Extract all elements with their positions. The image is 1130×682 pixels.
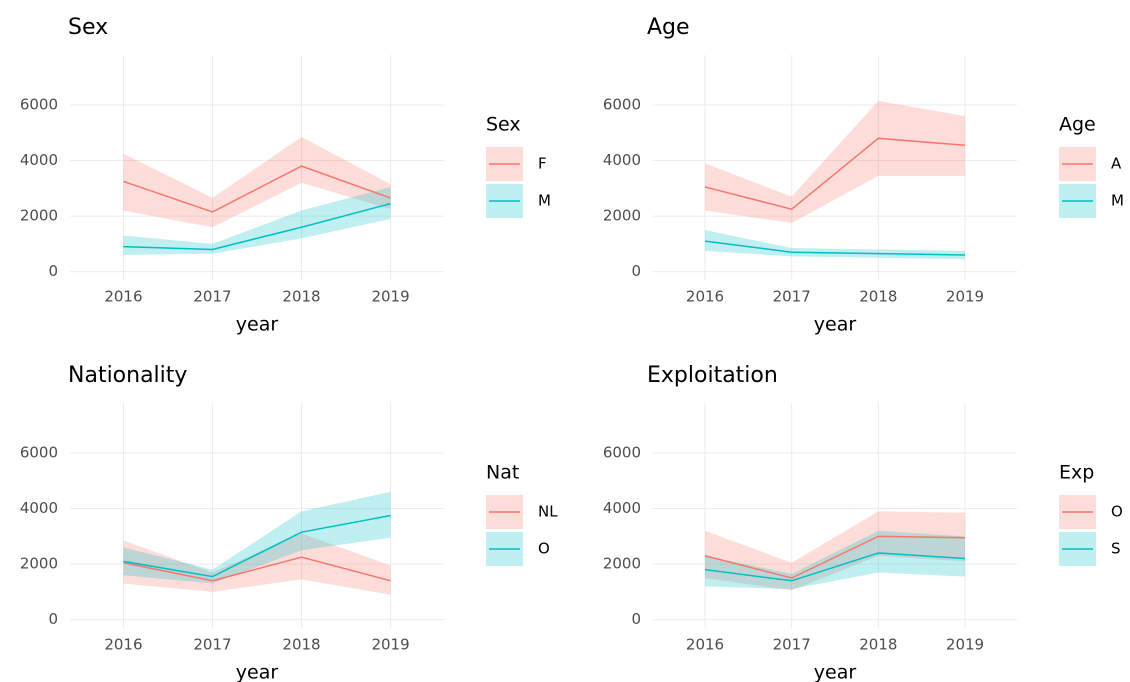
ribbon bbox=[123, 533, 391, 595]
y-tick-label: 6000 bbox=[20, 96, 58, 114]
x-tick-label: 2017 bbox=[773, 636, 811, 654]
chart-title: Age bbox=[647, 15, 690, 40]
y-tick-label: 4000 bbox=[20, 499, 58, 517]
x-tick-label: 2016 bbox=[104, 636, 142, 654]
ribbon bbox=[705, 511, 965, 591]
chart-title: Exploitation bbox=[647, 363, 778, 388]
x-axis-title: year bbox=[236, 662, 279, 682]
legend-title: Age bbox=[1059, 114, 1096, 136]
ribbon bbox=[123, 491, 391, 584]
ribbon bbox=[705, 530, 965, 590]
x-tick-label: 2016 bbox=[686, 636, 724, 654]
legend-label: S bbox=[1111, 540, 1121, 558]
x-tick-label: 2018 bbox=[282, 288, 320, 306]
y-tick-label: 0 bbox=[631, 610, 641, 628]
y-tick-label: 4000 bbox=[603, 151, 641, 169]
legend-label: NL bbox=[538, 503, 558, 521]
legend-label: M bbox=[1111, 192, 1124, 210]
x-tick-label: 2017 bbox=[193, 288, 231, 306]
x-tick-label: 2016 bbox=[686, 288, 724, 306]
x-tick-label: 2019 bbox=[371, 636, 409, 654]
ribbon bbox=[705, 100, 965, 224]
x-tick-label: 2019 bbox=[946, 288, 984, 306]
legend-label: O bbox=[538, 540, 550, 558]
chart-title: Nationality bbox=[68, 363, 187, 388]
x-tick-label: 2017 bbox=[773, 288, 811, 306]
ribbon bbox=[705, 230, 965, 260]
x-axis-title: year bbox=[814, 662, 857, 682]
x-tick-label: 2016 bbox=[104, 288, 142, 306]
line bbox=[123, 165, 391, 213]
line bbox=[123, 556, 391, 582]
legend-label: M bbox=[538, 192, 551, 210]
x-tick-label: 2018 bbox=[859, 636, 897, 654]
y-tick-label: 0 bbox=[631, 262, 641, 280]
legend-title: Nat bbox=[486, 462, 519, 484]
x-tick-label: 2019 bbox=[946, 636, 984, 654]
legend-label: A bbox=[1111, 155, 1122, 173]
y-tick-label: 2000 bbox=[20, 555, 58, 573]
chart-title: Sex bbox=[68, 15, 108, 40]
legend-label: O bbox=[1111, 503, 1123, 521]
y-tick-label: 6000 bbox=[603, 96, 641, 114]
y-tick-label: 0 bbox=[48, 610, 58, 628]
x-tick-label: 2018 bbox=[282, 636, 320, 654]
line bbox=[123, 514, 391, 578]
x-tick-label: 2019 bbox=[371, 288, 409, 306]
line bbox=[704, 137, 966, 210]
x-tick-label: 2018 bbox=[859, 288, 897, 306]
line bbox=[123, 202, 391, 251]
y-tick-label: 6000 bbox=[603, 444, 641, 462]
legend-title: Exp bbox=[1059, 462, 1094, 484]
y-tick-label: 6000 bbox=[20, 444, 58, 462]
x-tick-label: 2017 bbox=[193, 636, 231, 654]
legend-label: F bbox=[538, 155, 547, 173]
y-tick-label: 2000 bbox=[603, 207, 641, 225]
y-tick-label: 4000 bbox=[603, 499, 641, 517]
legend-title: Sex bbox=[486, 114, 521, 136]
y-tick-label: 2000 bbox=[603, 555, 641, 573]
line bbox=[704, 535, 966, 579]
y-tick-label: 0 bbox=[48, 262, 58, 280]
line bbox=[704, 552, 966, 582]
x-axis-title: year bbox=[236, 314, 279, 336]
x-axis-title: year bbox=[814, 314, 857, 336]
y-tick-label: 4000 bbox=[20, 151, 58, 169]
line bbox=[704, 240, 966, 256]
y-tick-label: 2000 bbox=[20, 207, 58, 225]
